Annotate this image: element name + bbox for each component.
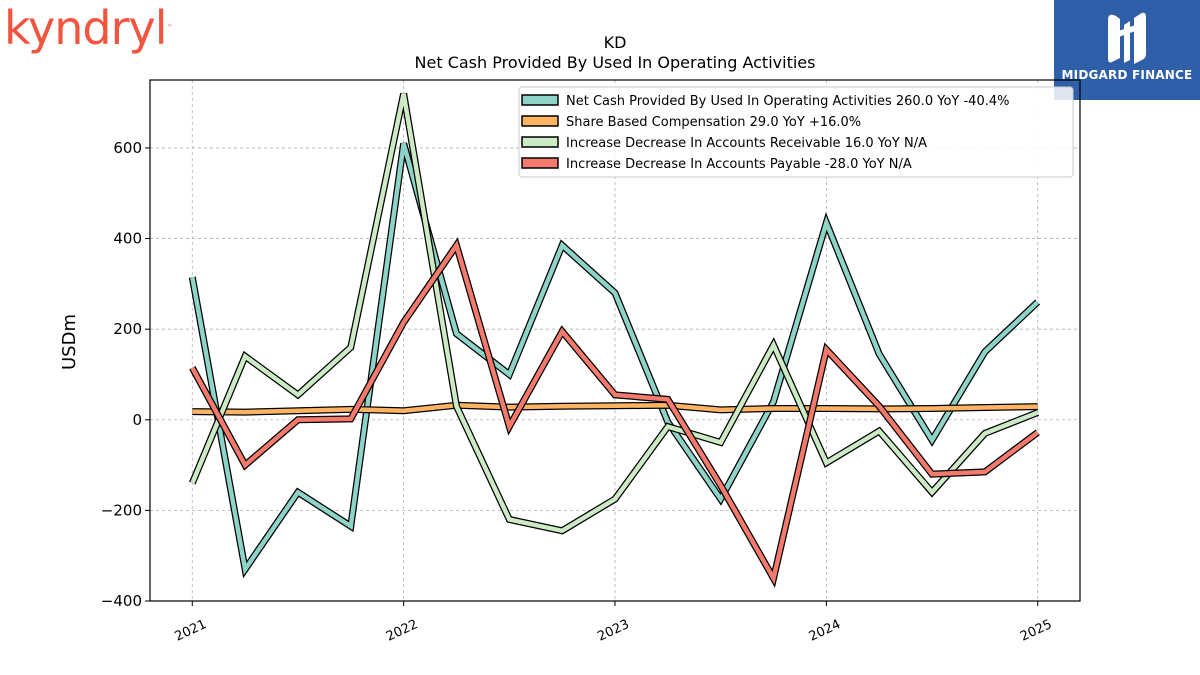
legend-label: Increase Decrease In Accounts Receivable… xyxy=(566,136,927,151)
legend-label: Share Based Compensation 29.0 YoY +16.0% xyxy=(566,115,861,130)
series-line xyxy=(190,142,1040,576)
series-line xyxy=(190,240,1040,585)
series-3 xyxy=(189,237,1040,588)
kyndryl-logo: kyndryl™ xyxy=(4,1,173,55)
chart-subtitle: Net Cash Provided By Used In Operating A… xyxy=(415,53,816,72)
series-1 xyxy=(192,401,1038,416)
y-axis-label: USDm xyxy=(59,314,80,370)
y-tick-label: 200 xyxy=(113,320,142,338)
midgard-emblem-icon xyxy=(1108,12,1146,64)
x-tick-label: 2024 xyxy=(807,617,843,645)
plot-frame xyxy=(149,79,1081,602)
partner-name: MIDGARD FINANCE xyxy=(1061,68,1193,82)
y-tick-label: 600 xyxy=(113,139,142,157)
legend-swatch xyxy=(521,157,559,169)
x-tick-label: 2022 xyxy=(384,617,420,645)
x-tick-label: 2025 xyxy=(1018,617,1054,645)
series-line xyxy=(192,403,1038,415)
series-line xyxy=(190,93,1039,534)
x-tick-label: 2023 xyxy=(595,617,631,645)
legend-box xyxy=(518,86,1074,178)
legend: Net Cash Provided By Used In Operating A… xyxy=(518,86,1074,178)
legend-label: Increase Decrease In Accounts Payable -2… xyxy=(566,157,912,172)
chart-title: KD xyxy=(604,33,627,52)
legend-swatch xyxy=(521,94,559,106)
legend-swatch xyxy=(521,136,559,148)
y-tick-label: 400 xyxy=(113,230,142,248)
series-2 xyxy=(189,92,1040,535)
series-lines xyxy=(188,92,1041,588)
x-tick-label: 2021 xyxy=(173,617,209,645)
y-tick-label: −200 xyxy=(101,501,142,519)
y-tick-label: 0 xyxy=(132,411,142,429)
legend-label: Net Cash Provided By Used In Operating A… xyxy=(566,94,1009,109)
midgard-finance-logo: MIDGARD FINANCE xyxy=(1054,0,1200,100)
logo-text: kyndryl xyxy=(4,1,167,55)
series-0 xyxy=(188,142,1041,579)
legend-swatch xyxy=(521,115,559,127)
y-tick-label: −400 xyxy=(101,592,142,610)
